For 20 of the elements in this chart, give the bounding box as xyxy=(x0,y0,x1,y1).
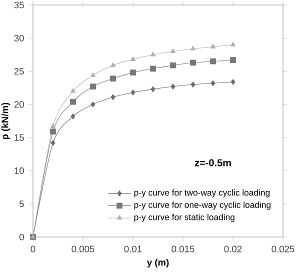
x-tick-label: 0.005 xyxy=(72,246,94,252)
legend-label: p-y curve for static loading xyxy=(134,214,234,222)
y-tick-label: 30 xyxy=(14,34,24,42)
y-tick-label: 35 xyxy=(14,2,24,8)
y-tick-label: 20 xyxy=(14,101,24,108)
y-tick-label: 15 xyxy=(14,134,24,141)
x-axis-title: y (m) xyxy=(146,258,169,268)
x-tick-label: 0.02 xyxy=(224,246,242,252)
legend-label: p-y curve for one-way cyclic loading xyxy=(134,202,270,210)
x-tick-label: 0.015 xyxy=(172,246,194,252)
annotation: z=-0.5m xyxy=(194,159,231,166)
legend-label: p-y curve for two-way cyclic loading xyxy=(134,189,270,198)
y-tick-label: 0 xyxy=(19,234,24,240)
y-tick-label: 5 xyxy=(19,200,24,208)
x-tick-label: 0.01 xyxy=(124,246,142,252)
x-tick-label: 0 xyxy=(30,246,36,252)
y-axis-title: p (kN/m) xyxy=(1,102,10,140)
x-tick-label: 0.025 xyxy=(272,246,294,252)
y-tick-label: 10 xyxy=(14,167,24,174)
y-tick-label: 25 xyxy=(14,68,24,75)
